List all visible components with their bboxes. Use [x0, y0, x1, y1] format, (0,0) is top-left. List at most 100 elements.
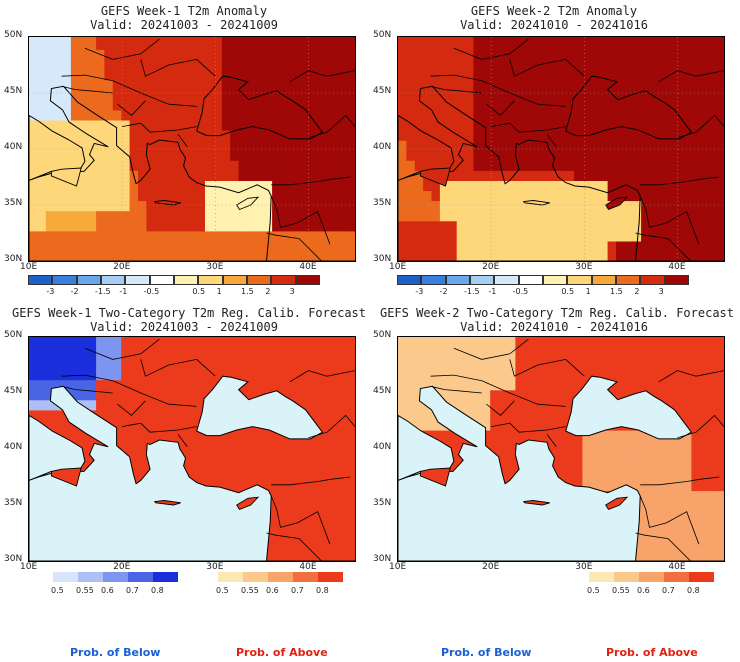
colorbar-swatch — [494, 275, 519, 285]
colorbar-label: 2 — [634, 287, 640, 296]
colorbar-label: 0.7 — [662, 586, 675, 595]
colorbar-label: 0.55 — [76, 586, 94, 595]
colorbar-swatch — [52, 275, 77, 285]
lat-label: 45N — [373, 86, 392, 96]
country-border — [639, 495, 700, 545]
colorbar-swatch — [76, 275, 101, 285]
country-border — [84, 338, 160, 360]
panel-title: GEFS Week-1 Two-Category T2m Reg. Calib.… — [11, 306, 366, 320]
colorbar-label: 0.5 — [561, 287, 575, 296]
island — [419, 167, 451, 187]
country-border — [509, 58, 585, 77]
lat-label: 50N — [373, 330, 392, 340]
lon-label: 30E — [206, 262, 224, 272]
colorbar-label: -0.5 — [143, 287, 160, 296]
colorbar-swatch — [198, 275, 223, 285]
lat-label: 35N — [373, 498, 392, 508]
colorbar-label: -3 — [415, 287, 424, 296]
colorbar-label: -0.5 — [512, 287, 529, 296]
panel-valid-date: Valid: 20241010 - 20241016 — [460, 18, 648, 32]
colorbar-label: 0.5 — [192, 287, 206, 296]
lat-label: 30N — [373, 554, 392, 564]
country-border — [509, 358, 585, 377]
lat-label: 40N — [4, 142, 23, 152]
country-border — [640, 176, 720, 186]
island — [236, 496, 260, 511]
country-border — [61, 74, 197, 107]
coastline — [29, 85, 355, 261]
coastline — [398, 85, 724, 261]
country-border — [117, 400, 146, 416]
panel-title: GEFS Week-1 T2m Anomaly — [100, 4, 268, 18]
country-border — [177, 434, 188, 448]
country-border — [658, 70, 724, 83]
colorbar-label: 0.55 — [612, 586, 630, 595]
colorbar-swatch — [689, 572, 714, 582]
country-border — [271, 176, 351, 186]
coastline — [29, 385, 355, 561]
island — [50, 167, 82, 187]
map-week2-anomaly — [397, 36, 725, 262]
lat-label: 40N — [373, 142, 392, 152]
colorbar-label: 1 — [585, 287, 591, 296]
lon-label: 20E — [482, 262, 500, 272]
colorbar-label: 0.8 — [151, 586, 164, 595]
colorbar-swatch — [28, 275, 53, 285]
colorbar-swatch — [421, 275, 446, 285]
colorbar-label: 1 — [216, 287, 222, 296]
country-border — [308, 114, 355, 139]
country-border — [677, 414, 724, 439]
lon-label: 40E — [668, 262, 686, 272]
lon-label: 10E — [389, 562, 407, 572]
country-border — [117, 100, 146, 116]
colorbar-swatch — [101, 275, 126, 285]
colorbar-label: 0.6 — [266, 586, 279, 595]
colorbar-swatch — [222, 275, 247, 285]
lon-label: 30E — [575, 262, 593, 272]
country-border — [491, 122, 566, 133]
lat-label: 35N — [4, 498, 23, 508]
prob-below-caption: Prob. of Below — [70, 646, 161, 659]
country-border — [289, 70, 355, 83]
colorbar-label: 3 — [289, 287, 295, 296]
colorbar-swatch — [589, 572, 614, 582]
island — [50, 467, 82, 487]
colorbar-swatch — [445, 275, 470, 285]
colorbar-swatch — [128, 572, 153, 582]
lat-label: 30N — [373, 254, 392, 264]
colorbar-swatch — [243, 572, 268, 582]
colorbar-label: 0.6 — [101, 586, 114, 595]
colorbar-swatch — [149, 275, 174, 285]
lon-label: 20E — [482, 562, 500, 572]
colorbar-swatch — [664, 275, 689, 285]
country-border — [270, 495, 331, 545]
colorbar-label: -1 — [119, 287, 128, 296]
colorbar-swatch — [78, 572, 103, 582]
country-border — [658, 370, 724, 383]
colorbar-swatch — [567, 275, 592, 285]
colorbar-swatch — [614, 572, 639, 582]
country-border — [271, 476, 351, 486]
lon-label: 20E — [113, 262, 131, 272]
map-week1-anomaly — [28, 36, 356, 262]
colorbar-swatch — [125, 275, 150, 285]
lat-label: 45N — [4, 386, 23, 396]
country-border — [430, 385, 482, 394]
panel-title: GEFS Week-2 Two-Category T2m Reg. Calib.… — [379, 306, 734, 320]
island — [153, 200, 181, 206]
panel-title: GEFS Week-2 T2m Anomaly — [470, 4, 638, 18]
prob-below-caption: Prob. of Below — [441, 646, 532, 659]
colorbar-swatch — [53, 572, 78, 582]
colorbar-label: -3 — [46, 287, 55, 296]
panel-valid-date: Valid: 20241010 - 20241016 — [460, 320, 648, 334]
colorbar-swatch — [664, 572, 689, 582]
country-border — [122, 422, 197, 433]
prob-above-caption: Prob. of Above — [606, 646, 698, 659]
lat-label: 35N — [4, 198, 23, 208]
panel-valid-date: Valid: 20241003 - 20241009 — [90, 320, 278, 334]
colorbar-label: 3 — [658, 287, 664, 296]
lon-label: 20E — [113, 562, 131, 572]
colorbar-label: -2 — [70, 287, 79, 296]
coastline — [565, 75, 693, 140]
lat-label: 50N — [373, 30, 392, 40]
